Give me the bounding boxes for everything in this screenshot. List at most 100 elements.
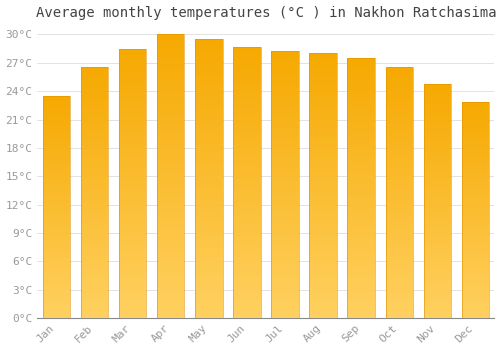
Bar <box>386 146 413 149</box>
Bar <box>157 38 184 41</box>
Bar <box>272 61 298 65</box>
Bar <box>310 212 337 216</box>
Bar <box>424 93 451 96</box>
Bar <box>462 272 489 275</box>
Bar <box>348 113 375 117</box>
Bar <box>42 138 70 140</box>
Bar <box>348 117 375 120</box>
Bar <box>42 115 70 118</box>
Bar <box>310 153 337 156</box>
Bar <box>42 176 70 179</box>
Bar <box>348 253 375 257</box>
Bar <box>119 301 146 305</box>
Bar <box>348 299 375 302</box>
Bar <box>157 137 184 141</box>
Bar <box>195 186 222 189</box>
Bar <box>233 294 260 298</box>
Bar <box>348 130 375 133</box>
Bar <box>348 227 375 230</box>
Bar <box>233 47 260 50</box>
Bar <box>424 172 451 175</box>
Bar <box>42 102 70 104</box>
Title: Average monthly temperatures (°C ) in Nakhon Ratchasima: Average monthly temperatures (°C ) in Na… <box>36 6 496 20</box>
Bar <box>233 98 260 101</box>
Bar <box>310 123 337 126</box>
Bar <box>386 199 413 202</box>
Bar <box>310 100 337 103</box>
Bar <box>424 216 451 219</box>
Bar <box>424 292 451 295</box>
Bar <box>233 312 260 315</box>
Bar <box>42 193 70 196</box>
Bar <box>119 55 146 59</box>
Bar <box>195 178 222 182</box>
Bar <box>348 110 375 113</box>
Bar <box>386 86 413 89</box>
Bar <box>272 115 298 118</box>
Bar <box>119 123 146 126</box>
Bar <box>462 218 489 221</box>
Bar <box>386 171 413 174</box>
Bar <box>462 194 489 197</box>
Bar <box>233 172 260 176</box>
Bar <box>195 270 222 273</box>
Bar <box>195 95 222 98</box>
Bar <box>272 51 298 55</box>
Bar <box>348 178 375 182</box>
Bar <box>119 271 146 274</box>
Bar <box>272 118 298 121</box>
Bar <box>81 205 108 209</box>
Bar <box>119 89 146 92</box>
Bar <box>233 226 260 230</box>
Bar <box>386 118 413 121</box>
Bar <box>119 116 146 119</box>
Bar <box>462 191 489 194</box>
Bar <box>119 200 146 204</box>
Bar <box>386 309 413 312</box>
Bar <box>462 232 489 234</box>
Bar <box>462 248 489 251</box>
Bar <box>462 121 489 124</box>
Bar <box>424 260 451 263</box>
Bar <box>81 187 108 190</box>
Bar <box>119 274 146 278</box>
Bar <box>348 126 375 130</box>
Bar <box>310 199 337 202</box>
Bar <box>348 64 375 68</box>
Bar <box>157 130 184 134</box>
Bar <box>272 205 298 208</box>
Bar <box>348 172 375 175</box>
Bar <box>310 308 337 312</box>
Bar <box>195 57 222 60</box>
Bar <box>386 155 413 158</box>
Bar <box>386 274 413 278</box>
Bar <box>272 145 298 148</box>
Bar <box>272 272 298 275</box>
Bar <box>386 287 413 290</box>
Bar <box>42 204 70 207</box>
Bar <box>424 181 451 184</box>
Bar <box>42 132 70 135</box>
Bar <box>424 196 451 198</box>
Bar <box>233 254 260 257</box>
Bar <box>272 305 298 308</box>
Bar <box>348 234 375 237</box>
Bar <box>462 103 489 318</box>
Bar <box>348 273 375 276</box>
Bar <box>157 194 184 197</box>
Bar <box>233 108 260 111</box>
Bar <box>272 105 298 108</box>
Bar <box>272 165 298 168</box>
Bar <box>157 80 184 84</box>
Bar <box>195 144 222 147</box>
Bar <box>462 234 489 237</box>
Bar <box>81 143 108 146</box>
Bar <box>424 283 451 286</box>
Bar <box>272 222 298 225</box>
Bar <box>195 256 222 259</box>
Bar <box>424 88 451 90</box>
Bar <box>81 80 108 83</box>
Bar <box>424 236 451 239</box>
Bar <box>386 268 413 271</box>
Bar <box>233 291 260 294</box>
